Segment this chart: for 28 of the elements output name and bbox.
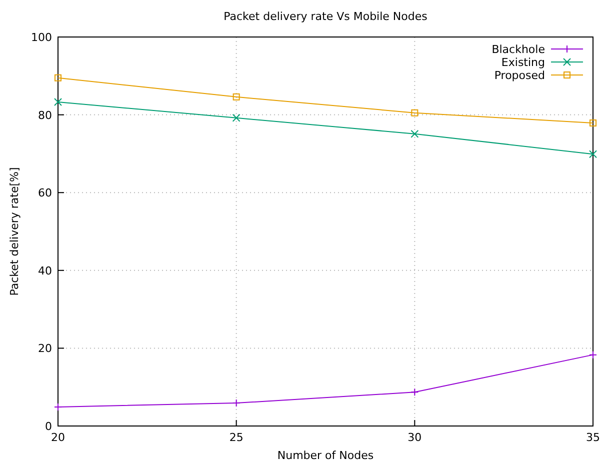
point [232, 93, 240, 100]
point [589, 150, 597, 158]
x-axis-title: Number of Nodes [277, 449, 374, 462]
point [232, 114, 240, 122]
y-tick-label: 20 [38, 342, 52, 356]
y-tick-label: 80 [38, 108, 52, 122]
y-tick-label: 40 [38, 264, 52, 278]
x-tick-label: 30 [408, 431, 422, 444]
x-tick-label: 20 [51, 431, 65, 444]
point [54, 402, 62, 411]
point [410, 388, 419, 396]
y-tick-label: 60 [38, 186, 52, 200]
legend-label: Existing [501, 56, 545, 69]
point [411, 109, 418, 116]
legend-label: Blackhole [492, 43, 546, 56]
point [410, 130, 419, 138]
x-tick-label: 35 [586, 431, 600, 444]
point [54, 98, 62, 106]
point [232, 399, 240, 408]
point [589, 350, 597, 359]
y-axis-title: Packet delivery rate[%] [8, 167, 21, 296]
y-tick-label: 0 [45, 420, 52, 433]
x-tick-label: 25 [229, 431, 244, 444]
legend-label: Proposed [494, 69, 545, 82]
chart-title: Packet delivery rate Vs Mobile Nodes [224, 10, 428, 23]
point [590, 119, 596, 126]
point [54, 74, 62, 82]
y-tick-label: 100 [31, 31, 52, 44]
